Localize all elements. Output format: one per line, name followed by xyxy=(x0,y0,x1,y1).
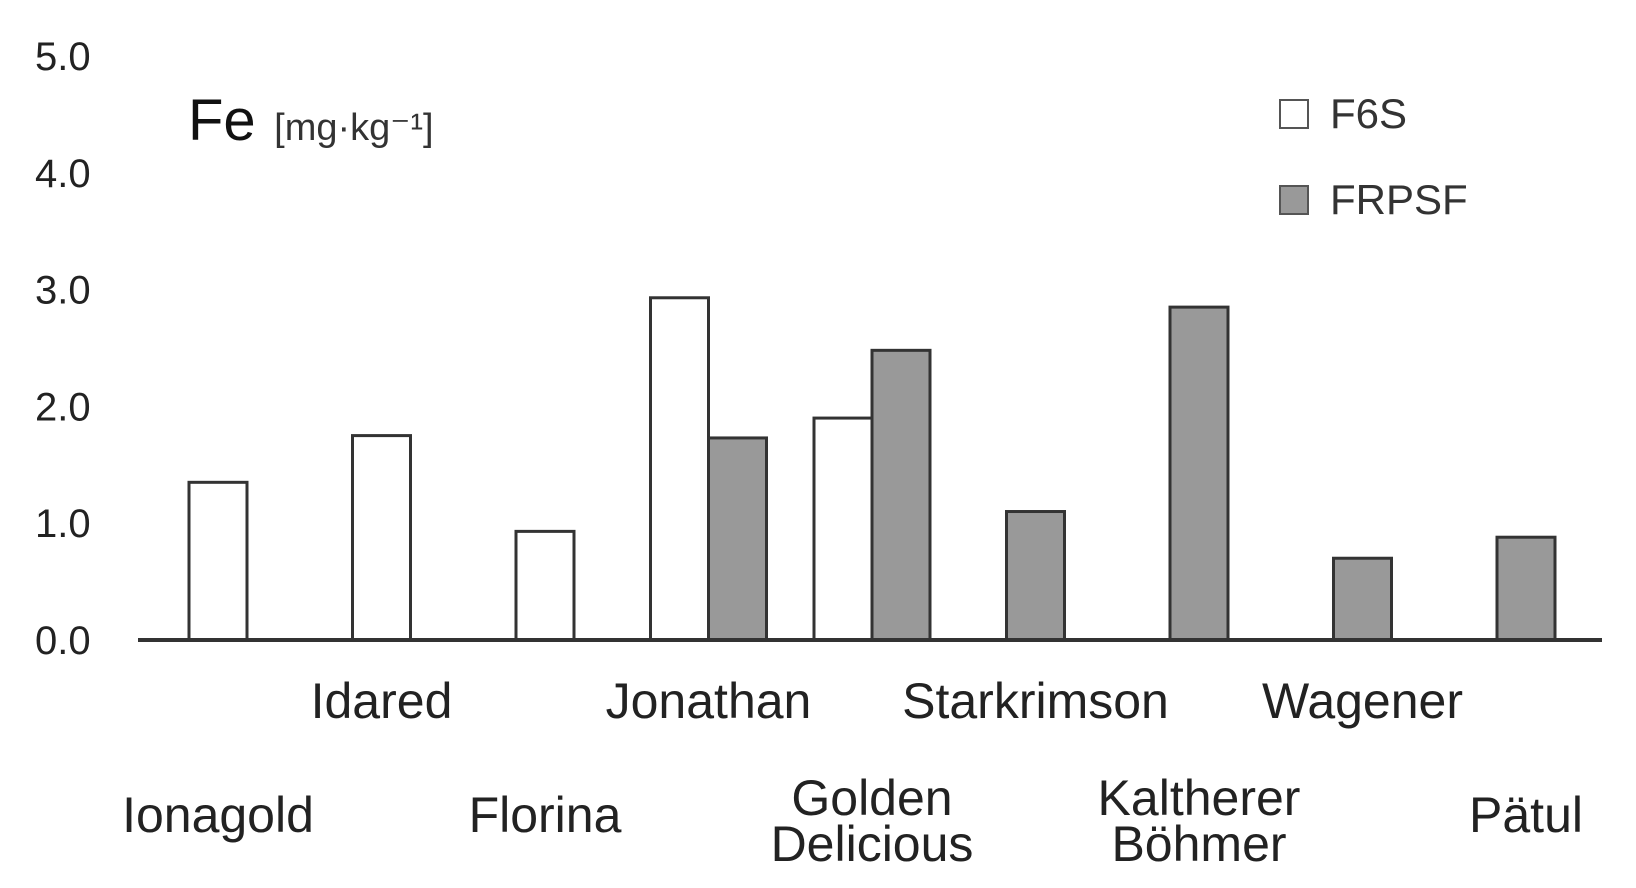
x-category-label: Florina xyxy=(469,787,622,843)
bar-frpsf xyxy=(1168,305,1230,642)
bar-f6s xyxy=(812,416,874,642)
x-axis-category-labels: Ionagold Idared Florina Jonathan Golden Delic… xyxy=(122,673,1583,872)
x-category-label: Wagener xyxy=(1262,673,1463,729)
y-axis-title-main: Fe xyxy=(188,88,256,153)
y-axis-title: Fe [mg·kg⁻¹] xyxy=(188,88,434,153)
legend-label-frpsf: FRPSF xyxy=(1330,176,1468,223)
bar-f6s xyxy=(514,529,576,642)
bar-frpsf xyxy=(1005,510,1066,642)
bar-frpsf xyxy=(707,436,768,642)
y-tick-label: 1.0 xyxy=(35,502,91,546)
y-tick-label: 0.0 xyxy=(35,619,91,663)
bar-frpsf xyxy=(1332,556,1393,642)
x-category-label: Kaltherer Böhmer xyxy=(1098,770,1301,872)
x-category-label: Ionagold xyxy=(122,787,314,843)
x-category-label-line: Wagener xyxy=(1262,673,1463,729)
y-axis-ticks: 0.0 1.0 2.0 3.0 4.0 5.0 xyxy=(35,35,91,663)
x-category-label-line: Idared xyxy=(311,673,453,729)
x-category-label-line: Jonathan xyxy=(606,673,812,729)
y-tick-label: 5.0 xyxy=(35,35,91,79)
y-tick-label: 2.0 xyxy=(35,385,91,429)
legend-swatch-f6s xyxy=(1279,99,1309,129)
x-category-label-line: Florina xyxy=(469,787,622,843)
x-category-label: Pätul xyxy=(1469,787,1583,843)
legend: F6S FRPSF xyxy=(1279,90,1468,223)
bar-f6s xyxy=(187,480,249,642)
x-category-label: Idared xyxy=(311,673,453,729)
x-category-label-line: Pätul xyxy=(1469,787,1583,843)
x-category-label-line: Delicious xyxy=(771,816,974,872)
x-category-label-line: Kaltherer xyxy=(1098,770,1301,826)
bar-frpsf xyxy=(1495,535,1557,642)
bar-f6s xyxy=(351,434,412,642)
x-category-label-line: Böhmer xyxy=(1111,816,1286,872)
x-category-label-line: Golden xyxy=(791,770,952,826)
y-axis-title-unit: [mg·kg⁻¹] xyxy=(274,107,433,149)
x-category-label: Golden Delicious xyxy=(771,770,974,872)
y-tick-label: 3.0 xyxy=(35,269,91,313)
x-category-label: Jonathan xyxy=(606,673,812,729)
bar-frpsf xyxy=(870,348,932,642)
x-category-label-line: Starkrimson xyxy=(902,673,1169,729)
bar-f6s xyxy=(649,296,710,642)
bars xyxy=(187,296,1557,642)
x-category-label: Starkrimson xyxy=(902,673,1169,729)
y-tick-label: 4.0 xyxy=(35,152,91,196)
x-category-label-line: Ionagold xyxy=(122,787,314,843)
legend-label-f6s: F6S xyxy=(1330,90,1407,137)
legend-swatch-frpsf xyxy=(1279,185,1309,215)
